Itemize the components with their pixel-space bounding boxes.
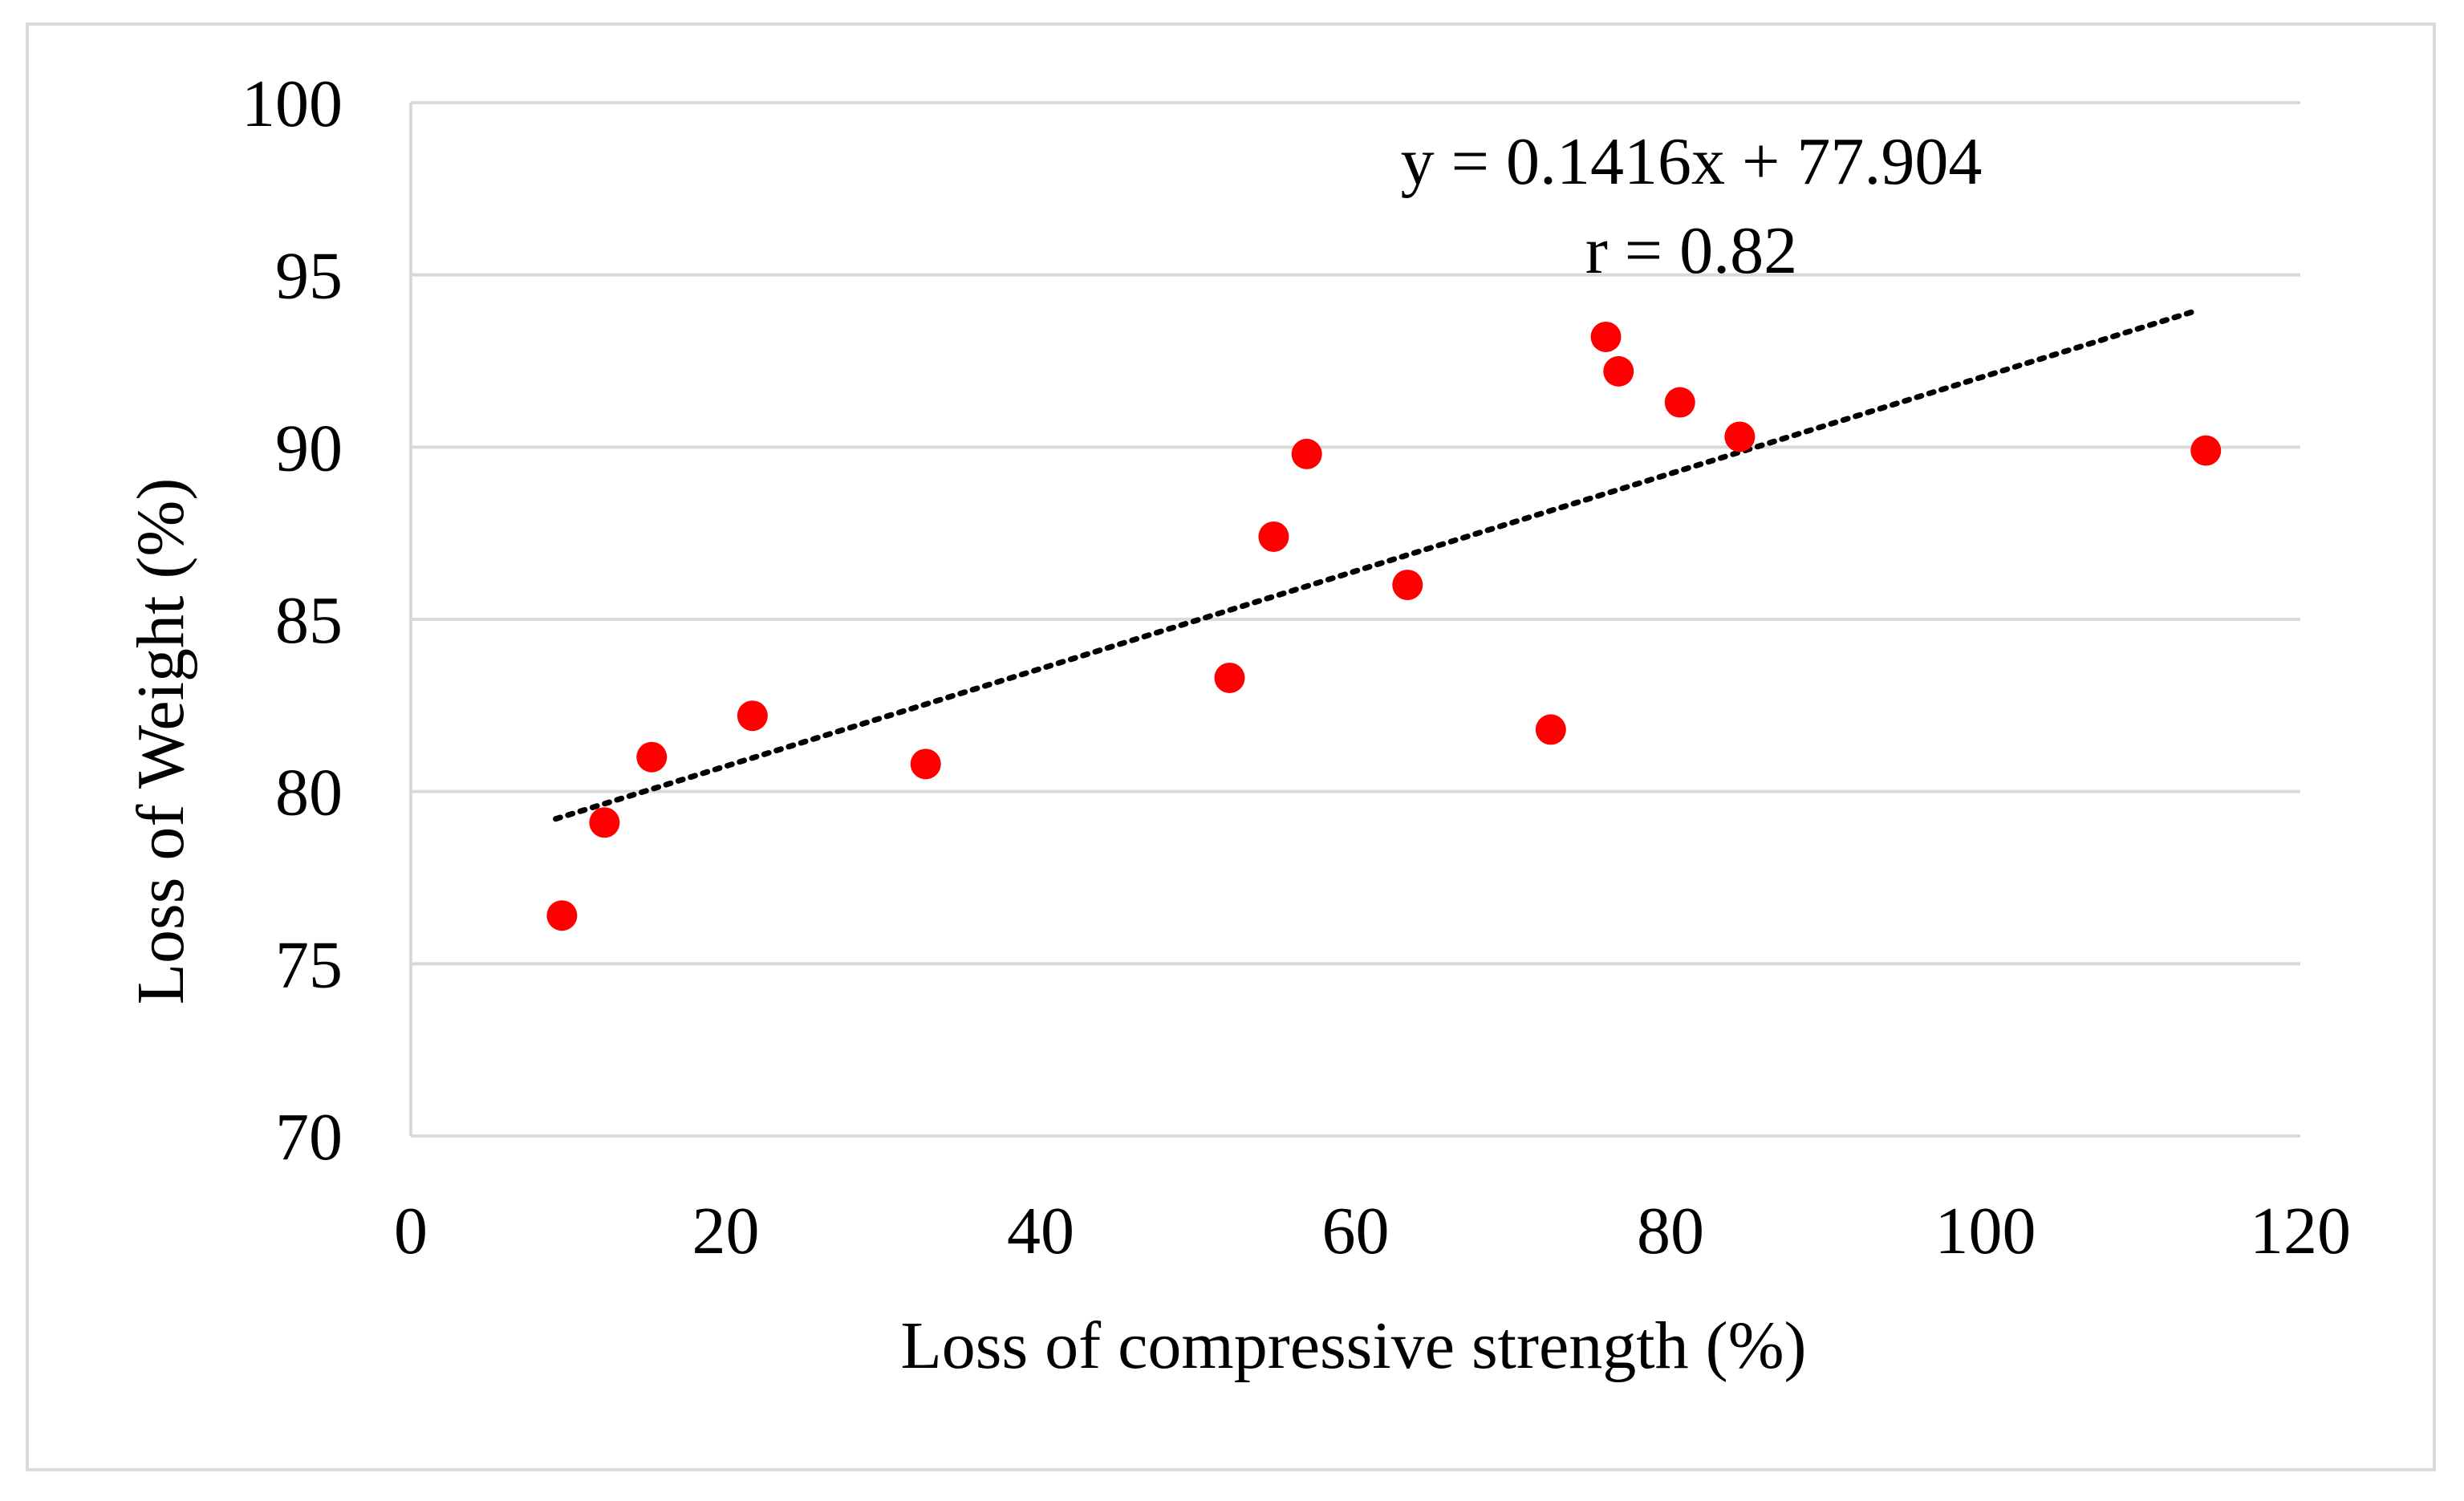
trendline-equation: y = 0.1416x + 77.904: [1401, 124, 1983, 199]
data-point: [1590, 321, 1622, 352]
y-tick-label: 75: [275, 927, 343, 1002]
tick-labels: 70 75 80 85 90 95 100 0 20 40 60 80 100 120: [242, 67, 2351, 1268]
y-tick-label: 70: [275, 1100, 343, 1174]
x-tick-label: 40: [1007, 1194, 1074, 1268]
x-tick-label: 80: [1637, 1194, 1704, 1268]
y-tick-label: 95: [275, 239, 343, 314]
gridlines: [411, 101, 2300, 966]
data-point: [636, 741, 668, 773]
trendline-group: [553, 307, 2201, 822]
data-point: [1392, 570, 1423, 601]
data-point: [2190, 435, 2222, 466]
x-tick-label: 0: [394, 1194, 428, 1268]
data-point: [589, 807, 620, 838]
data-point: [737, 700, 768, 732]
data-point: [910, 748, 941, 780]
x-tick-label: 120: [2250, 1194, 2351, 1268]
y-axis-title: Loss of Weight (%): [124, 478, 198, 1005]
data-point: [1603, 355, 1634, 387]
y-tick-label: 80: [275, 756, 343, 830]
data-point: [1214, 662, 1245, 693]
correlation-coefficient: r = 0.82: [1585, 213, 1797, 288]
data-point: [1291, 438, 1322, 469]
data-point: [1258, 521, 1289, 552]
x-tick-label: 60: [1322, 1194, 1390, 1268]
y-tick-label: 100: [242, 67, 343, 141]
trendline: [553, 307, 2201, 822]
y-tick-label: 90: [275, 411, 343, 485]
data-point: [1535, 714, 1566, 745]
y-tick-label: 85: [275, 583, 343, 658]
x-axis-title: Loss of compressive strength (%): [900, 1308, 1806, 1383]
data-point: [1664, 387, 1695, 418]
data-point: [546, 900, 578, 931]
data-points: [546, 321, 2222, 931]
axes: [409, 103, 2300, 1138]
x-tick-label: 100: [1935, 1194, 2036, 1268]
chart-frame: [26, 22, 2436, 1471]
data-point: [1724, 421, 1756, 452]
x-tick-label: 20: [692, 1194, 760, 1268]
